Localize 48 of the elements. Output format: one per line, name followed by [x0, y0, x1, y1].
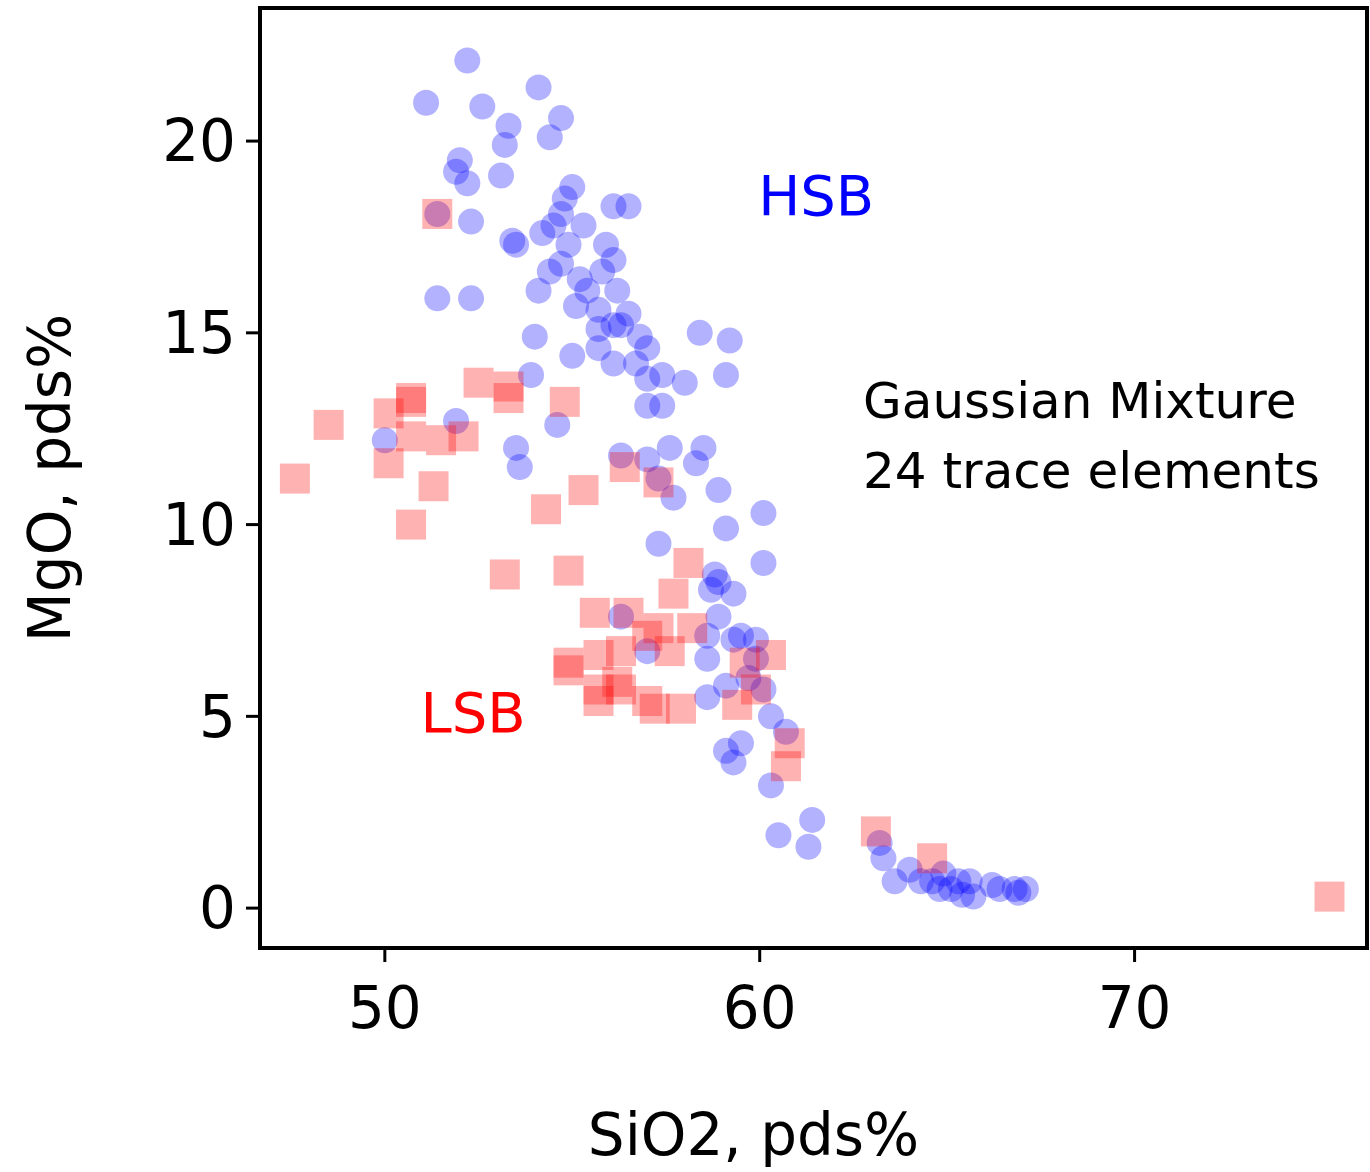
point: [549, 386, 580, 417]
point: [463, 367, 494, 398]
point: [740, 674, 771, 705]
point: [373, 448, 404, 479]
point: [279, 463, 310, 494]
x-axis-title: SiO2, pds%: [587, 1101, 920, 1169]
point: [418, 471, 449, 502]
point: [673, 547, 704, 578]
annotation: 24 trace elements: [863, 442, 1320, 500]
point: [613, 597, 644, 628]
y-tick-label: 5: [199, 682, 236, 751]
point: [677, 613, 708, 644]
point: [493, 383, 524, 414]
point: [860, 816, 891, 847]
x-tick-label: 50: [347, 974, 422, 1042]
series-label: LSB: [420, 679, 526, 745]
point: [568, 475, 599, 506]
y-tick-label: 20: [162, 107, 236, 176]
point: [313, 409, 344, 440]
series-label: HSB: [758, 162, 875, 228]
point: [609, 452, 640, 483]
point: [643, 467, 674, 498]
x-tick-label: 60: [722, 974, 797, 1042]
point: [665, 693, 696, 724]
point: [579, 597, 610, 628]
point: [1314, 881, 1345, 912]
point: [729, 647, 760, 678]
y-tick-label: 15: [162, 299, 236, 368]
point: [770, 751, 801, 782]
y-tick-label: 0: [199, 874, 236, 943]
y-axis-title: MgO, pds%: [16, 313, 84, 643]
point: [373, 398, 404, 429]
point: [553, 555, 584, 586]
point: [553, 655, 584, 686]
point: [917, 843, 948, 874]
point: [396, 509, 427, 540]
point: [489, 559, 520, 590]
point: [583, 686, 614, 717]
point: [583, 639, 614, 670]
point: [654, 636, 685, 667]
point: [531, 494, 562, 525]
y-tick-label: 10: [162, 490, 236, 559]
point: [755, 639, 786, 670]
point: [658, 578, 689, 609]
point: [396, 421, 427, 452]
annotation: Gaussian Mixture: [863, 372, 1297, 430]
point: [448, 421, 479, 452]
x-tick-label: 70: [1097, 974, 1172, 1042]
